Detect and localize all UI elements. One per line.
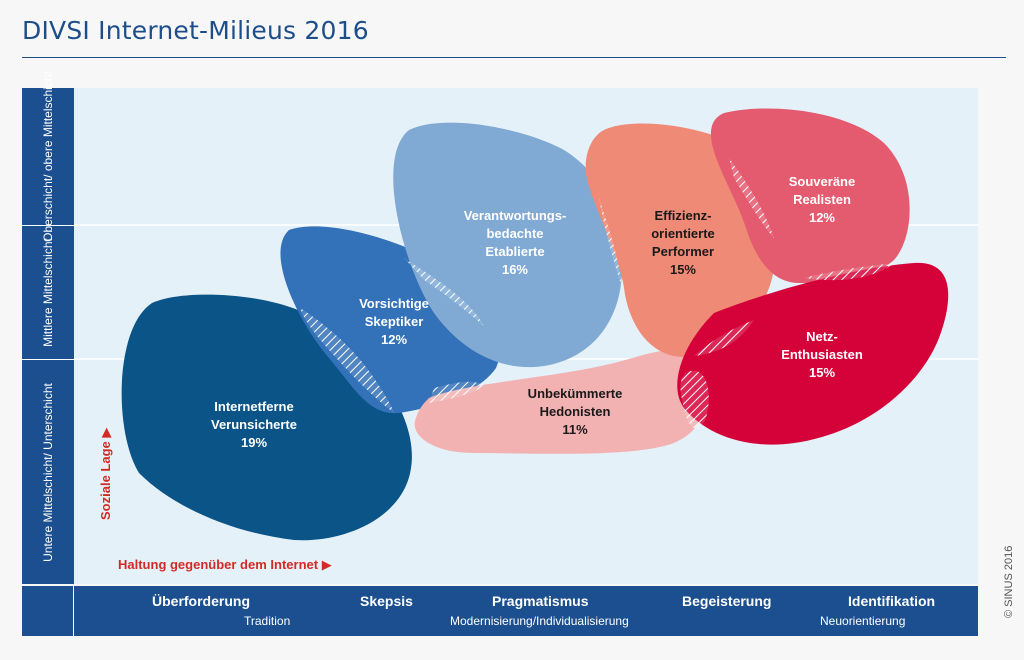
page-title: DIVSI Internet-Milieus 2016 [22,16,369,45]
milieu-overlap [300,308,394,413]
milieu-label-enthusiasten: Netz- Enthusiasten 15% [781,329,863,380]
milieu-realisten [710,108,910,283]
milieu-label-performer: Effizienz- orientierte Performer 15% [651,208,715,277]
x-major-pragmatismus: Pragmatismus [492,593,589,609]
copyright-note: © SINUS 2016 [1003,545,1015,618]
milieu-map [74,88,978,584]
milieu-label-internetferne: Internetferne Verunsicherte 19% [211,399,297,450]
milieu-overlap [680,370,709,429]
row-label-lower: Untere Mittelschicht/ Unterschicht [40,382,55,562]
x-minor-tradition: Tradition [244,614,291,628]
row-label-middle: Mittlere Mittelschicht [40,238,55,347]
milieu-overlap [694,320,754,356]
arrow-right-icon: ▶ [321,557,332,572]
x-minor-modernisierung: Modernisierung/Individualisierung [450,614,629,628]
x-major-skepsis: Skepsis [360,593,413,609]
milieu-overlap [429,381,484,403]
x-axis-bar: Überforderung Skepsis Pragmatismus Begei… [22,586,978,636]
milieu-overlap [599,198,622,288]
milieu-label-etablierte: Verantwortungs- bedachte Etablierte 16% [463,208,567,277]
milieu-hedonisten [414,350,704,454]
milieu-overlap [804,263,894,281]
title-divider [22,57,1006,58]
milieu-etablierte [393,122,622,368]
arrow-up-icon: ▶ [98,427,113,438]
row-divider [22,359,74,360]
milieu-label-realisten: Souveräne Realisten 12% [788,174,856,225]
row-label-upper: Oberschicht/ obere Mittelschicht [40,71,55,242]
y-axis-label: Soziale Lage ▶ [98,427,113,520]
x-axis-corner [22,586,74,636]
x-major-begeisterung: Begeisterung [682,593,772,609]
row-divider [22,225,74,226]
x-axis-label: Haltung gegenüber dem Internet ▶ [118,557,332,572]
y-axis-sidebar: Oberschicht/ obere Mittelschicht Mittler… [22,71,74,584]
x-major-ueberforderung: Überforderung [152,593,250,609]
x-major-identifikation: Identifikation [848,593,936,609]
milieu-overlap [729,158,774,238]
milieu-overlap [404,258,484,326]
milieu-label-skeptiker: Vorsichtige Skeptiker 12% [359,296,429,347]
milieu-enthusiasten [677,262,949,445]
x-minor-neuorientierung: Neuorientierung [820,614,906,628]
milieu-label-hedonisten: Unbekümmerte Hedonisten 11% [527,386,623,437]
milieu-shapes [74,108,978,541]
